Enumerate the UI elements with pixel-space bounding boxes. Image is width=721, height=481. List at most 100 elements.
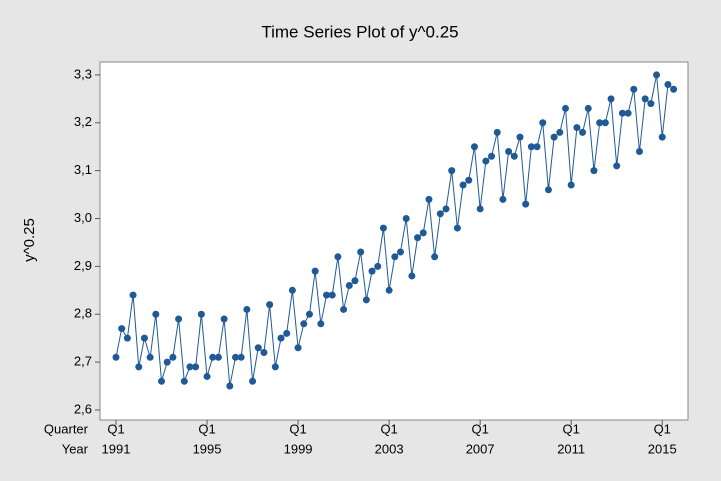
- x-tick-label: 1999: [284, 441, 313, 456]
- data-point: [197, 310, 205, 318]
- data-point: [379, 224, 387, 232]
- data-point: [522, 200, 530, 208]
- data-point: [647, 100, 655, 108]
- data-point: [226, 382, 234, 390]
- data-point: [573, 124, 581, 132]
- data-point: [397, 248, 404, 256]
- data-point: [317, 320, 325, 328]
- y-axis-title: y^0.25: [21, 218, 38, 262]
- y-tick-label: 3,2: [74, 114, 92, 129]
- data-point: [499, 195, 507, 203]
- y-tick-label: 3,1: [74, 162, 92, 177]
- data-point: [562, 104, 570, 112]
- data-point: [237, 353, 245, 361]
- data-point: [470, 143, 478, 151]
- y-tick-label: 3,3: [74, 66, 92, 81]
- data-point: [624, 109, 632, 117]
- data-point: [186, 363, 194, 371]
- data-point: [112, 353, 120, 361]
- data-point: [374, 262, 382, 270]
- data-point: [340, 305, 348, 313]
- data-point: [402, 215, 410, 223]
- data-point: [305, 310, 313, 318]
- data-point: [300, 320, 308, 328]
- data-point: [345, 282, 353, 290]
- data-point: [505, 148, 513, 155]
- x-tick-label: 2003: [375, 441, 404, 456]
- data-point: [670, 85, 678, 93]
- data-point: [266, 301, 274, 309]
- data-point: [476, 205, 484, 213]
- data-point: [288, 286, 296, 294]
- data-point: [465, 176, 473, 184]
- data-point: [249, 377, 257, 385]
- data-point: [425, 195, 433, 203]
- data-point: [618, 109, 626, 117]
- data-point: [391, 253, 399, 261]
- data-point: [271, 363, 279, 371]
- plot-area: [99, 61, 689, 421]
- data-point: [431, 253, 439, 261]
- data-point: [385, 286, 393, 294]
- data-point: [408, 272, 416, 280]
- data-point: [635, 148, 643, 155]
- data-point: [368, 267, 376, 275]
- data-point: [590, 167, 598, 175]
- data-point: [294, 344, 302, 352]
- data-point: [283, 329, 291, 337]
- data-point: [129, 291, 137, 299]
- data-point: [209, 353, 217, 361]
- data-point: [527, 143, 535, 151]
- data-point: [231, 353, 239, 361]
- data-point: [579, 128, 587, 136]
- data-point: [323, 291, 331, 299]
- x-tick-label: Q1: [563, 421, 580, 436]
- data-point: [453, 224, 461, 232]
- data-point: [123, 334, 131, 342]
- x-tick-label: Q1: [107, 421, 124, 436]
- y-tick-label: 2,6: [74, 401, 92, 416]
- data-point: [362, 296, 370, 304]
- x-row-title: Year: [62, 441, 89, 456]
- x-tick-label: Q1: [380, 421, 397, 436]
- data-point: [220, 315, 228, 323]
- data-point: [334, 253, 342, 261]
- data-point: [277, 334, 285, 342]
- data-point: [601, 119, 609, 127]
- data-point: [556, 128, 564, 136]
- data-point: [641, 95, 649, 103]
- data-point: [442, 205, 450, 213]
- y-tick-label: 2,9: [74, 258, 92, 273]
- data-point: [630, 85, 638, 93]
- x-tick-label: 1991: [102, 441, 131, 456]
- data-point: [351, 277, 359, 285]
- x-tick-label: Q1: [471, 421, 488, 436]
- x-tick-label: 1995: [193, 441, 222, 456]
- data-point: [243, 305, 251, 313]
- data-point: [419, 229, 427, 237]
- data-point: [169, 353, 177, 361]
- data-point: [533, 143, 541, 151]
- data-point: [311, 267, 319, 275]
- x-tick-label: Q1: [289, 421, 306, 436]
- data-point: [488, 152, 496, 160]
- data-point: [163, 358, 171, 366]
- data-point: [175, 315, 183, 323]
- data-point: [414, 234, 422, 242]
- data-point: [567, 181, 575, 189]
- x-tick-label: 2015: [648, 441, 677, 456]
- y-tick-label: 3,0: [74, 210, 92, 225]
- data-point: [135, 363, 143, 371]
- data-point: [653, 71, 661, 79]
- data-point: [596, 119, 604, 127]
- data-point: [584, 104, 592, 112]
- data-point: [192, 363, 200, 371]
- data-point: [214, 353, 222, 361]
- y-tick-label: 2,8: [74, 306, 92, 321]
- data-point: [482, 157, 490, 165]
- data-point: [146, 353, 154, 361]
- data-point: [254, 344, 262, 352]
- x-tick-label: Q1: [198, 421, 215, 436]
